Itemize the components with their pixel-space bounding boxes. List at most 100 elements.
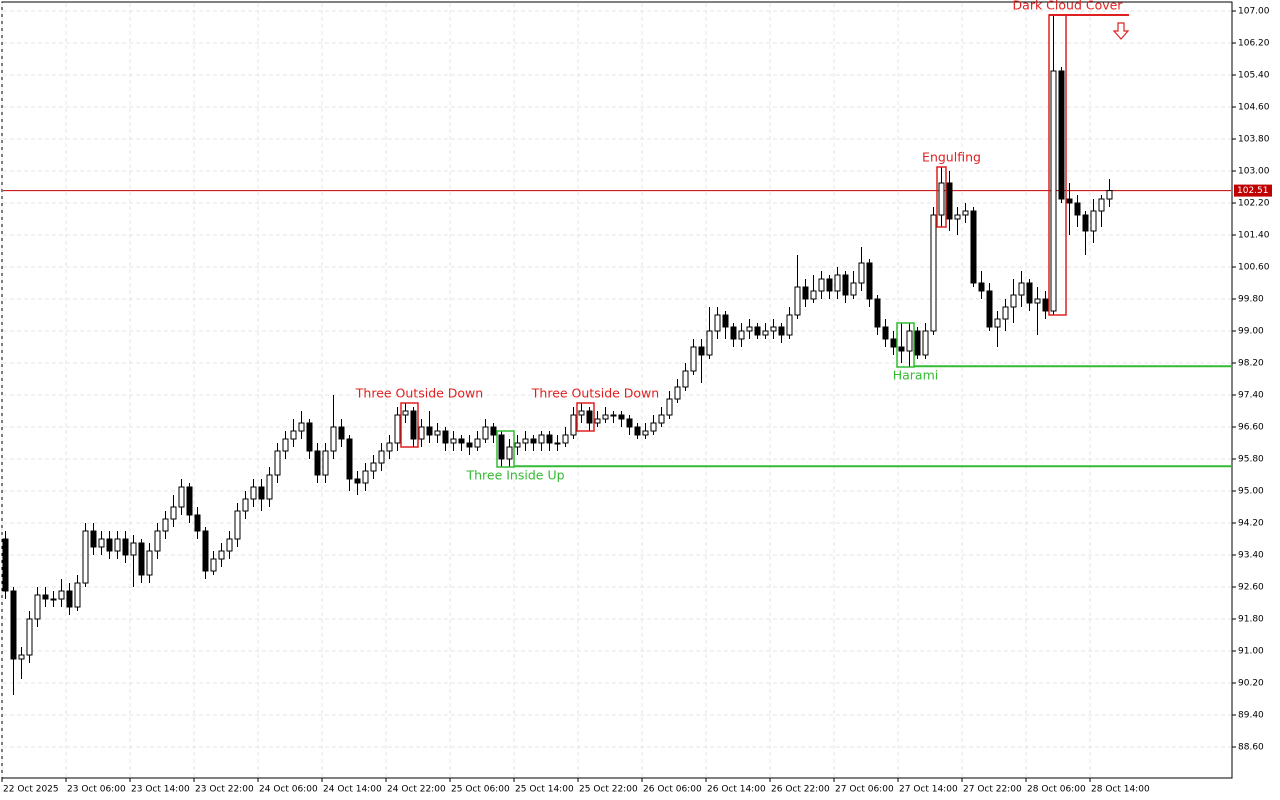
candle-body-up xyxy=(434,430,441,436)
y-tick-label: 102.20 xyxy=(1238,199,1270,209)
candle-body-down xyxy=(442,430,449,444)
candle-body-down xyxy=(354,478,361,484)
candle-body-up xyxy=(690,346,697,372)
candle-body-down xyxy=(490,426,497,436)
candle-body-down xyxy=(10,590,17,660)
candle-body-up xyxy=(362,470,369,484)
candle-body-down xyxy=(946,182,953,220)
candle-body-up xyxy=(274,450,281,476)
x-tick-label: 23 Oct 14:00 xyxy=(131,785,190,795)
candle-body-up xyxy=(906,330,913,352)
candle-body-down xyxy=(802,286,809,300)
candle-body-up xyxy=(58,590,65,600)
x-tick-label: 26 Oct 22:00 xyxy=(771,785,830,795)
y-tick-label: 91.80 xyxy=(1238,615,1264,625)
candle-body-up xyxy=(450,438,457,444)
pattern-box xyxy=(400,402,419,448)
candle-body-down xyxy=(1066,198,1073,204)
candle-body-down xyxy=(634,426,641,436)
x-tick-label: 24 Oct 22:00 xyxy=(387,785,446,795)
candle-body-up xyxy=(738,330,745,340)
candle-body-up xyxy=(594,418,601,424)
y-tick-label: 104.60 xyxy=(1238,103,1270,113)
candle-body-up xyxy=(922,330,929,356)
candle-body-up xyxy=(1010,294,1017,308)
candle-body-up xyxy=(50,598,57,601)
candle-body-up xyxy=(218,550,225,560)
candle-body-down xyxy=(410,410,417,440)
candle-body-down xyxy=(1074,202,1081,216)
candle-body-up xyxy=(954,214,961,220)
pattern-label: Harami xyxy=(893,368,939,383)
candle-body-up xyxy=(930,214,937,332)
down-arrow xyxy=(1112,22,1130,40)
y-tick-label: 97.40 xyxy=(1238,391,1264,401)
candle-body-up xyxy=(1098,198,1105,212)
x-tick-label: 24 Oct 14:00 xyxy=(323,785,382,795)
y-tick-label: 94.20 xyxy=(1238,519,1264,529)
candle-body-up xyxy=(386,442,393,452)
candle-body-up xyxy=(522,438,529,444)
candle-body-up xyxy=(834,274,841,292)
candle-body-up xyxy=(994,318,1001,328)
candle-body-up xyxy=(210,558,217,572)
x-tick-label: 27 Oct 14:00 xyxy=(899,785,958,795)
y-tick-label: 99.00 xyxy=(1238,327,1264,337)
candle-body-up xyxy=(746,326,753,332)
candle-body-up xyxy=(146,550,153,576)
candle-body-up xyxy=(74,582,81,608)
candle-body-down xyxy=(890,338,897,348)
candle-body-down xyxy=(874,298,881,328)
candle-body-down xyxy=(90,530,97,548)
pattern-label: Engulfing xyxy=(922,150,981,165)
candle-body-up xyxy=(1106,190,1113,200)
candle-body-up xyxy=(18,654,25,660)
x-tick-label: 23 Oct 22:00 xyxy=(195,785,254,795)
pattern-box xyxy=(576,402,595,432)
candle-body-up xyxy=(682,370,689,388)
x-tick-label: 25 Oct 14:00 xyxy=(515,785,574,795)
candle-body-up xyxy=(770,326,777,332)
candle-body-up xyxy=(602,414,609,420)
candle-body-down xyxy=(122,538,129,556)
y-tick-label: 93.40 xyxy=(1238,551,1264,561)
candle-body-up xyxy=(98,538,105,548)
candle-body-down xyxy=(882,326,889,340)
x-tick-label: 27 Oct 22:00 xyxy=(963,785,1022,795)
candle-body-down xyxy=(258,486,265,500)
candle-body-up xyxy=(858,262,865,284)
candle-body-up xyxy=(178,486,185,508)
candle-body-down xyxy=(1026,282,1033,304)
y-tick-label: 103.00 xyxy=(1238,167,1270,177)
y-tick-label: 101.40 xyxy=(1238,231,1270,241)
candle-body-down xyxy=(826,278,833,292)
candle-body-up xyxy=(482,426,489,440)
candle-body-up xyxy=(794,286,801,316)
x-tick-label: 26 Oct 14:00 xyxy=(707,785,766,795)
candle-body-up xyxy=(642,430,649,436)
candle-body-down xyxy=(986,290,993,328)
candle-body-down xyxy=(458,438,465,444)
candle-body-up xyxy=(394,414,401,444)
candle-body-up xyxy=(1018,282,1025,296)
candle-body-down xyxy=(42,594,49,600)
candle-body-down xyxy=(314,450,321,476)
candle-body-up xyxy=(330,426,337,452)
pattern-label: Three Outside Down xyxy=(531,386,659,401)
candle-body-up xyxy=(562,434,569,444)
candle-body-up xyxy=(82,530,89,584)
candle-body-down xyxy=(202,530,209,572)
x-tick-label: 28 Oct 14:00 xyxy=(1091,785,1150,795)
candle-body-down xyxy=(338,426,345,440)
candle-body-up xyxy=(962,210,969,216)
candle-body-up xyxy=(786,314,793,336)
candle-body-down xyxy=(978,282,985,292)
y-tick-label: 100.60 xyxy=(1238,263,1270,273)
candle-body-up xyxy=(650,422,657,432)
x-tick-label: 27 Oct 06:00 xyxy=(835,785,894,795)
candle-body-down xyxy=(722,314,729,328)
candle-body-up xyxy=(610,414,617,417)
candle-body-up xyxy=(34,594,41,620)
x-tick-label: 25 Oct 06:00 xyxy=(451,785,510,795)
